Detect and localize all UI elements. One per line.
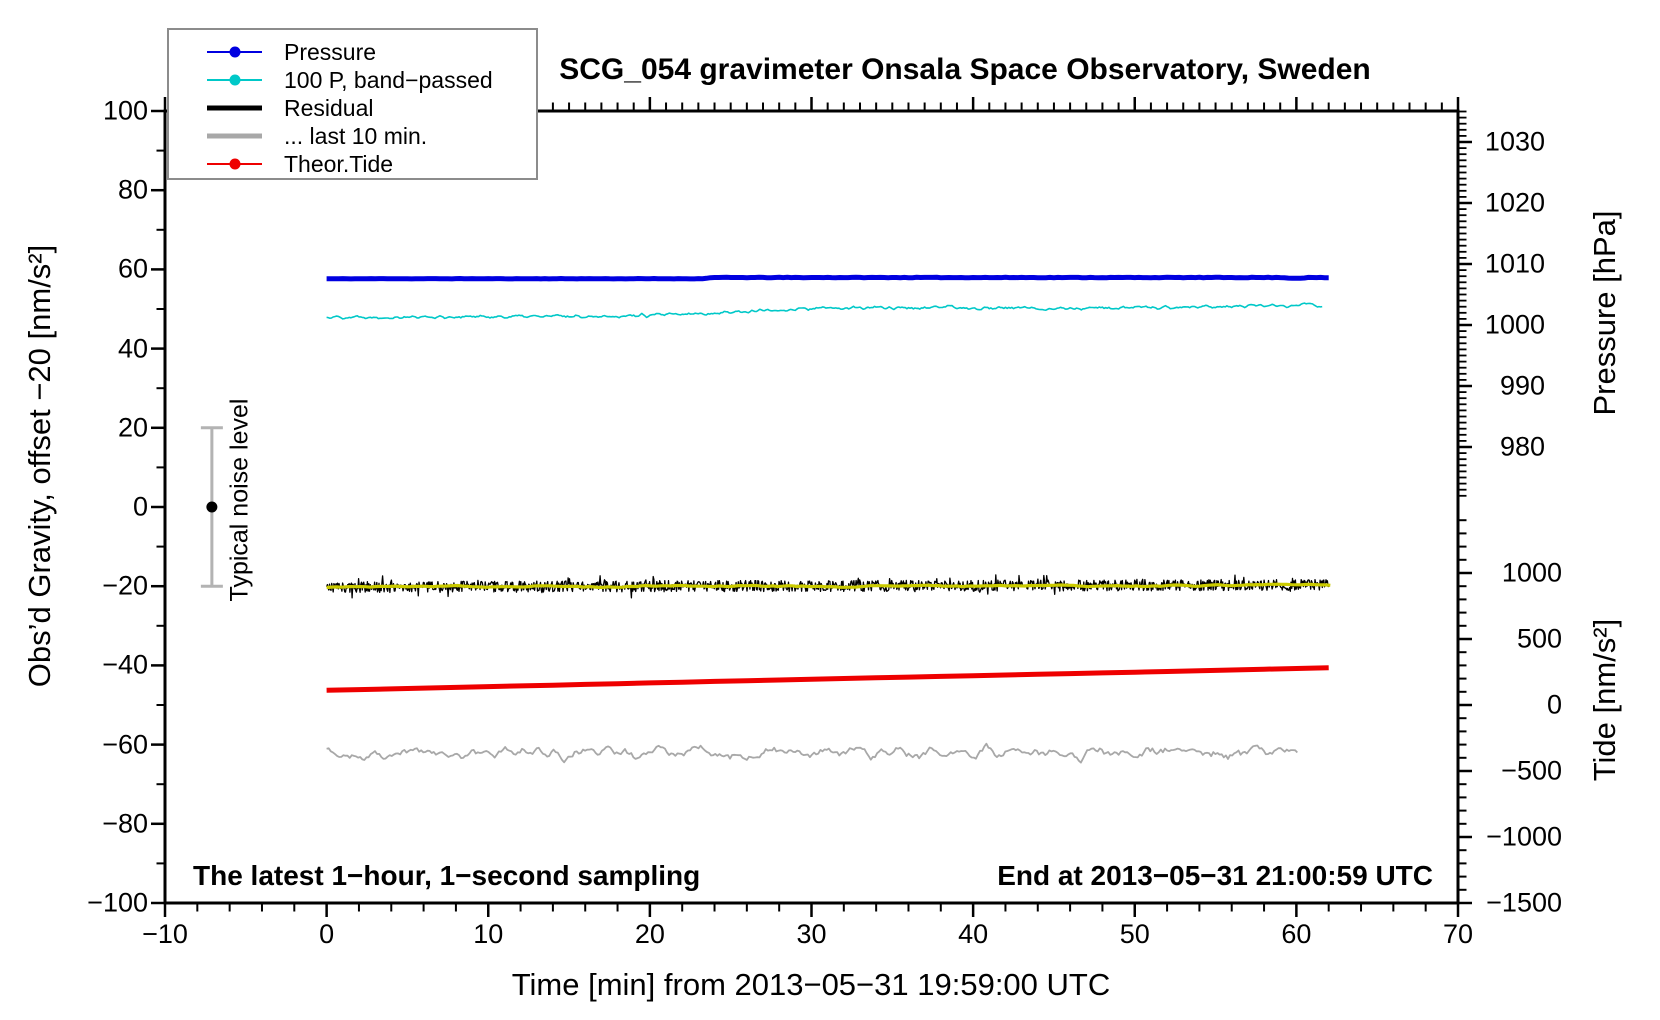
series-pressure [326,274,1329,282]
tick-label: 990 [1499,370,1545,401]
tick-label: 10 [473,919,504,949]
legend-item-label: 100 P, band−passed [284,66,493,93]
tick-label: −10 [142,919,188,949]
legend-item-bandpassed: 100 P, band−passed [169,66,536,94]
tick-label: 1030 [1484,126,1545,157]
axis-ticks [151,97,1472,917]
tick-label: 60 [117,253,148,284]
y-left-axis-title: Obs’d Gravity, offset −20 [nm/s²] [22,244,57,688]
tick-label: 0 [319,919,335,949]
tick-label: 20 [634,919,665,949]
legend-item-label: Residual [284,94,374,121]
tick-label: −40 [102,649,148,680]
tick-label: 500 [1516,623,1562,654]
tick-label: 1010 [1484,248,1545,279]
tide-axis-title: Tide [nm/s²] [1587,618,1622,782]
tick-label: 0 [132,491,148,522]
series-100-p-band-passed [326,302,1323,320]
legend-box: Pressure 100 P, band−passed Residual ...… [167,28,538,180]
tick-label: −100 [87,887,148,918]
legend-line-sample [207,94,262,122]
plot-title: SCG_054 gravimeter Onsala Space Observat… [559,53,1371,86]
tick-label: −1500 [1486,887,1562,918]
tick-label: 980 [1499,431,1545,462]
legend-item-label: Theor.Tide [284,150,394,177]
tick-label: 50 [1119,919,1150,949]
series--last-10-min- [326,742,1298,764]
series-residual-smoothed-overlay- [326,582,1331,590]
series-layer [325,274,1331,764]
tick-label: 40 [958,919,989,949]
legend-item-residual: Residual [169,94,536,122]
noise-error-bar [200,426,223,588]
tick-label: 0 [1546,689,1562,720]
tick-label: 100 [102,95,148,126]
legend-line-sample [207,66,262,94]
end-time-annotation: End at 2013−05−31 21:00:59 UTC [997,860,1433,891]
sampling-annotation: The latest 1−hour, 1−second sampling [193,860,701,891]
pressure-axis-title: Pressure [hPa] [1587,210,1622,416]
legend-item-label: Pressure [284,38,377,65]
legend-line-sample [207,122,262,150]
tick-label: 1000 [1484,309,1545,340]
legend-item-label: ... last 10 min. [284,122,428,149]
legend-item-theortide: Theor.Tide [169,150,536,178]
tick-label: 1000 [1501,557,1562,588]
legend-item-pressure: Pressure [169,38,536,66]
tick-label: 80 [117,174,148,205]
legend-line-sample [207,38,262,66]
series-theor-tide [326,665,1329,693]
tick-label: −60 [102,729,148,760]
legend-item-last10min: ... last 10 min. [169,122,536,150]
tick-label: 1020 [1484,187,1545,218]
tick-label: −20 [102,570,148,601]
tick-label: 40 [117,333,148,364]
tick-label: 60 [1281,919,1312,949]
tick-label: −80 [102,808,148,839]
legend-line-sample [207,150,262,178]
noise-bar-dot [206,501,218,513]
axis-frame [163,109,1460,905]
series-residual [325,574,1330,599]
tick-label: −500 [1501,755,1562,786]
x-axis-title: Time [min] from 2013−05−31 19:59:00 UTC [511,967,1111,1002]
tick-label: 20 [117,412,148,443]
tick-label: 30 [796,919,827,949]
tick-label: 70 [1442,919,1474,949]
tick-label: −1000 [1486,821,1562,852]
noise-bar-label: Typical noise level [225,398,254,602]
